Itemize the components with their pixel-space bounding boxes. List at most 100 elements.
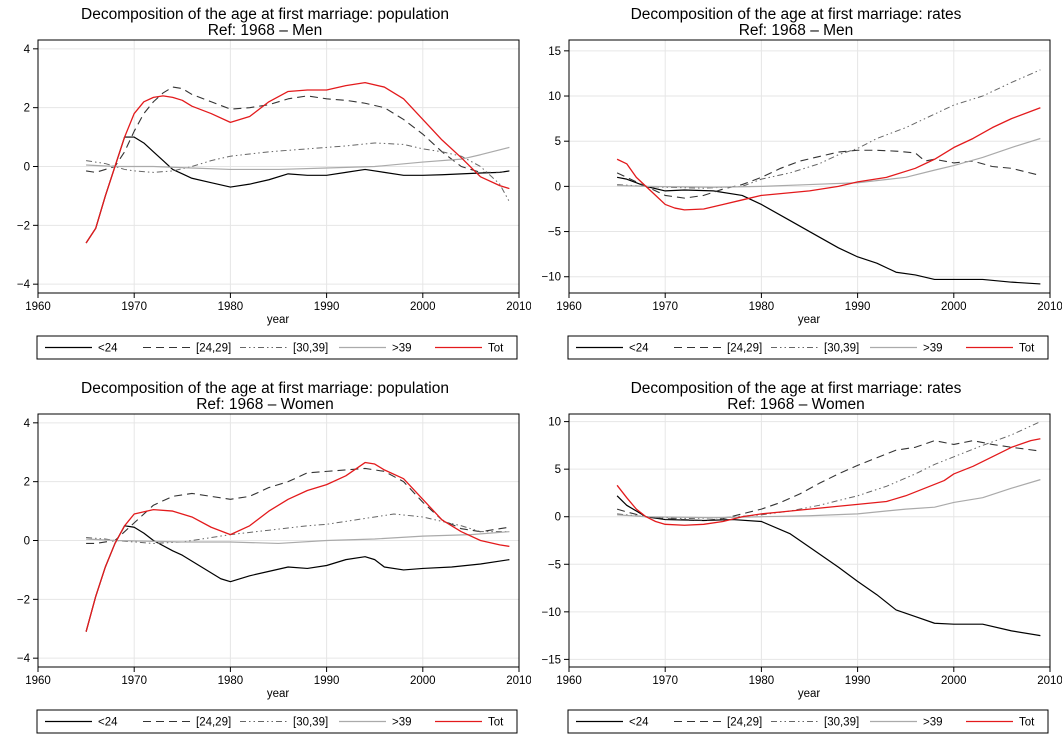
legend-label: >39: [392, 717, 412, 729]
legend-label: <24: [98, 717, 118, 729]
series-line-1: [616, 149, 1041, 199]
series-line-4: [616, 107, 1041, 211]
chart-title: Decomposition of the age at first marria…: [81, 6, 449, 23]
series-line-2: [86, 513, 510, 544]
x-tick-label: 1970: [121, 301, 147, 313]
x-tick-label: 1980: [749, 675, 775, 687]
y-tick-label: −10: [541, 607, 561, 619]
x-tick-label: 2000: [410, 301, 436, 313]
x-tick-label: 1980: [749, 301, 775, 313]
gridlines: [568, 414, 1051, 667]
legend: <24 [24,29] [30,39] >39 Tot: [36, 709, 518, 734]
x-tick-label: 1960: [25, 301, 51, 313]
x-tick-label: 1960: [556, 675, 582, 687]
x-tick-label: 1990: [845, 675, 871, 687]
series-line-4: [616, 438, 1041, 526]
series-line-0: [85, 525, 510, 632]
legend-label: >39: [923, 343, 943, 355]
y-tick-label: 15: [548, 46, 561, 58]
chart-panel-population-women: Decomposition of the age at first marria…: [0, 374, 531, 748]
legend: <24 [24,29] [30,39] >39 Tot: [567, 709, 1049, 734]
x-tick-label: 2000: [941, 675, 967, 687]
series-group: [85, 461, 510, 632]
chart-subtitle: Ref: 1968 – Women: [727, 396, 865, 413]
x-tick-label: 1970: [652, 675, 678, 687]
y-tick-label: −5: [548, 227, 561, 239]
x-tick-label: 2000: [410, 675, 436, 687]
series-group: [616, 69, 1041, 285]
chart-svg: Decomposition of the age at first marria…: [541, 6, 1062, 360]
chart-title: Decomposition of the age at first marria…: [631, 6, 962, 23]
chart-svg: Decomposition of the age at first marria…: [17, 380, 531, 734]
x-tick-label: 2010: [1037, 301, 1062, 313]
x-tick-label: 1990: [845, 301, 871, 313]
series-line-4: [85, 82, 510, 244]
chart-title: Decomposition of the age at first marria…: [81, 380, 449, 397]
y-tick-label: −15: [541, 654, 561, 666]
series-line-3: [617, 479, 1041, 519]
chart-subtitle: Ref: 1968 – Men: [208, 22, 323, 39]
series-line-2: [617, 69, 1041, 189]
y-tick-label: 10: [548, 417, 561, 429]
chart-subtitle: Ref: 1968 – Men: [739, 22, 854, 39]
x-tick-label: 2010: [506, 301, 531, 313]
x-tick-label: 2010: [1037, 675, 1062, 687]
chart-title: Decomposition of the age at first marria…: [631, 380, 962, 397]
legend-label: [24,29]: [727, 343, 762, 355]
legend-label: [30,39]: [293, 717, 328, 729]
series-line-1: [86, 86, 510, 173]
chart-panel-rates-women: Decomposition of the age at first marria…: [531, 374, 1062, 748]
y-tick-label: 2: [24, 477, 30, 489]
x-tick-label: 2000: [941, 301, 967, 313]
x-axis-label: year: [798, 314, 821, 326]
chart-panel-rates-men: Decomposition of the age at first marria…: [531, 0, 1062, 374]
legend-label: >39: [923, 717, 943, 729]
y-tick-label: 5: [555, 464, 561, 476]
y-tick-label: 0: [24, 162, 30, 174]
legend-label: [24,29]: [196, 717, 231, 729]
y-tick-label: −4: [17, 279, 31, 291]
plot-frame: [568, 413, 1051, 668]
legend-label: [30,39]: [824, 717, 859, 729]
series-line-1: [616, 440, 1041, 522]
series-line-4: [85, 461, 510, 632]
chart-subtitle: Ref: 1968 – Women: [196, 396, 334, 413]
series-group: [616, 421, 1041, 637]
y-tick-label: 4: [24, 44, 31, 56]
chart-svg: Decomposition of the age at first marria…: [17, 6, 531, 360]
series-line-3: [86, 531, 510, 545]
series-line-3: [86, 146, 510, 171]
legend-label: [24,29]: [196, 343, 231, 355]
series-line-3: [617, 137, 1041, 188]
legend-label: [30,39]: [824, 343, 859, 355]
x-axis-label: year: [267, 688, 290, 700]
y-tick-label: 0: [555, 512, 561, 524]
y-tick-label: 10: [548, 91, 561, 103]
x-tick-label: 1970: [652, 301, 678, 313]
x-tick-label: 1960: [25, 675, 51, 687]
legend-label: <24: [629, 717, 649, 729]
x-axis-label: year: [267, 314, 290, 326]
legend-label: [24,29]: [727, 717, 762, 729]
y-tick-label: −10: [541, 272, 561, 284]
legend: <24 [24,29] [30,39] >39 Tot: [567, 335, 1049, 360]
x-tick-label: 2010: [506, 675, 531, 687]
x-tick-label: 1980: [218, 301, 244, 313]
y-tick-label: −5: [548, 559, 561, 571]
y-tick-label: 4: [24, 418, 31, 430]
y-tick-label: 0: [24, 536, 30, 548]
y-tick-label: −2: [17, 594, 30, 606]
gridlines: [568, 40, 1051, 293]
x-tick-label: 1990: [314, 301, 340, 313]
legend-label: <24: [629, 343, 649, 355]
y-tick-label: −4: [17, 653, 31, 665]
x-axis-label: year: [798, 688, 821, 700]
y-tick-label: 2: [24, 103, 30, 115]
series-line-1: [86, 467, 510, 544]
legend-label: Tot: [488, 343, 504, 355]
y-tick-label: −2: [17, 220, 30, 232]
x-tick-label: 1980: [218, 675, 244, 687]
plot-frame: [568, 39, 1051, 294]
chart-svg: Decomposition of the age at first marria…: [541, 380, 1062, 734]
series-line-2: [86, 142, 510, 203]
